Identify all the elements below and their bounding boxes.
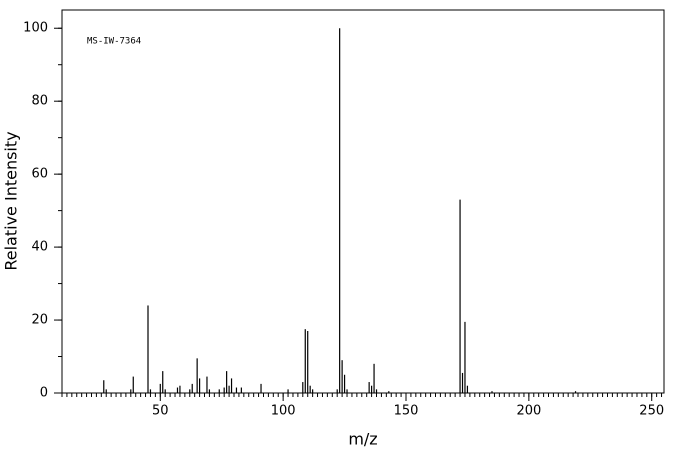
y-tick-label: 60	[31, 167, 48, 182]
plot-frame	[61, 9, 665, 394]
x-tick-label: 100	[271, 404, 296, 419]
x-tick-label: 250	[639, 404, 664, 419]
y-tick-label: 40	[31, 240, 48, 255]
x-tick-label: 200	[516, 404, 541, 419]
annotation: MS-IW-7364	[87, 37, 141, 47]
x-axis-label: m/z	[348, 430, 377, 449]
y-tick-label: 20	[31, 313, 48, 328]
y-tick-label: 100	[23, 21, 48, 36]
x-tick-label: 150	[394, 404, 419, 419]
x-tick-label: 50	[152, 404, 169, 419]
y-tick-label: 80	[31, 94, 48, 109]
y-tick-label: 0	[40, 386, 48, 401]
y-axis-label: Relative Intensity	[2, 131, 21, 270]
